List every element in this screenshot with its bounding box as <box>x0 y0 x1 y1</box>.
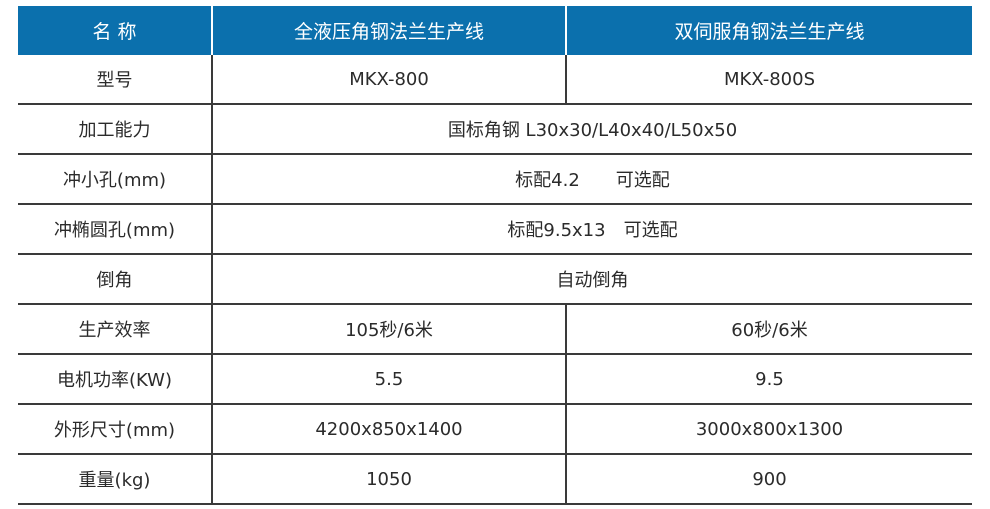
row-value-shared: 自动倒角 <box>211 254 972 305</box>
row-value-a: 1050 <box>211 454 566 505</box>
table-row: 冲椭圆孔(mm) 标配9.5x13 可选配 <box>18 204 972 255</box>
row-label: 外形尺寸(mm) <box>18 404 212 455</box>
row-label: 型号 <box>18 55 212 105</box>
spec-table: 名 称 全液压角钢法兰生产线 双伺服角钢法兰生产线 型号 MKX-800 MKX-8… <box>18 6 972 505</box>
header-row: 名 称 全液压角钢法兰生产线 双伺服角钢法兰生产线 <box>18 6 972 55</box>
row-value-b: 3000x800x1300 <box>565 404 972 455</box>
row-value-b: MKX-800S <box>565 55 972 105</box>
row-label: 冲椭圆孔(mm) <box>18 204 212 255</box>
row-label: 倒角 <box>18 254 212 305</box>
row-value-a: 105秒/6米 <box>211 304 566 355</box>
header-model-a: 全液压角钢法兰生产线 <box>211 6 566 55</box>
row-value-shared: 国标角钢 L30x30/L40x40/L50x50 <box>211 104 972 155</box>
table-row: 重量(kg) 1050 900 <box>18 454 972 505</box>
row-label: 重量(kg) <box>18 454 212 505</box>
row-value-b: 900 <box>565 454 972 505</box>
table-row: 生产效率 105秒/6米 60秒/6米 <box>18 304 972 355</box>
row-label: 生产效率 <box>18 304 212 355</box>
row-label: 冲小孔(mm) <box>18 154 212 205</box>
header-name: 名 称 <box>18 6 212 55</box>
row-label: 加工能力 <box>18 104 212 155</box>
table-row: 外形尺寸(mm) 4200x850x1400 3000x800x1300 <box>18 404 972 455</box>
row-value-a: MKX-800 <box>211 55 566 105</box>
row-value-a: 4200x850x1400 <box>211 404 566 455</box>
row-label: 电机功率(KW) <box>18 354 212 405</box>
table-row: 型号 MKX-800 MKX-800S <box>18 55 972 105</box>
table-row: 电机功率(KW) 5.5 9.5 <box>18 354 972 405</box>
row-value-b: 60秒/6米 <box>565 304 972 355</box>
header-model-b: 双伺服角钢法兰生产线 <box>565 6 972 55</box>
table-row: 倒角 自动倒角 <box>18 254 972 305</box>
row-value-shared: 标配9.5x13 可选配 <box>211 204 972 255</box>
table-row: 冲小孔(mm) 标配4.2 可选配 <box>18 154 972 205</box>
row-value-a: 5.5 <box>211 354 566 405</box>
table-row: 加工能力 国标角钢 L30x30/L40x40/L50x50 <box>18 104 972 155</box>
row-value-b: 9.5 <box>565 354 972 405</box>
row-value-shared: 标配4.2 可选配 <box>211 154 972 205</box>
